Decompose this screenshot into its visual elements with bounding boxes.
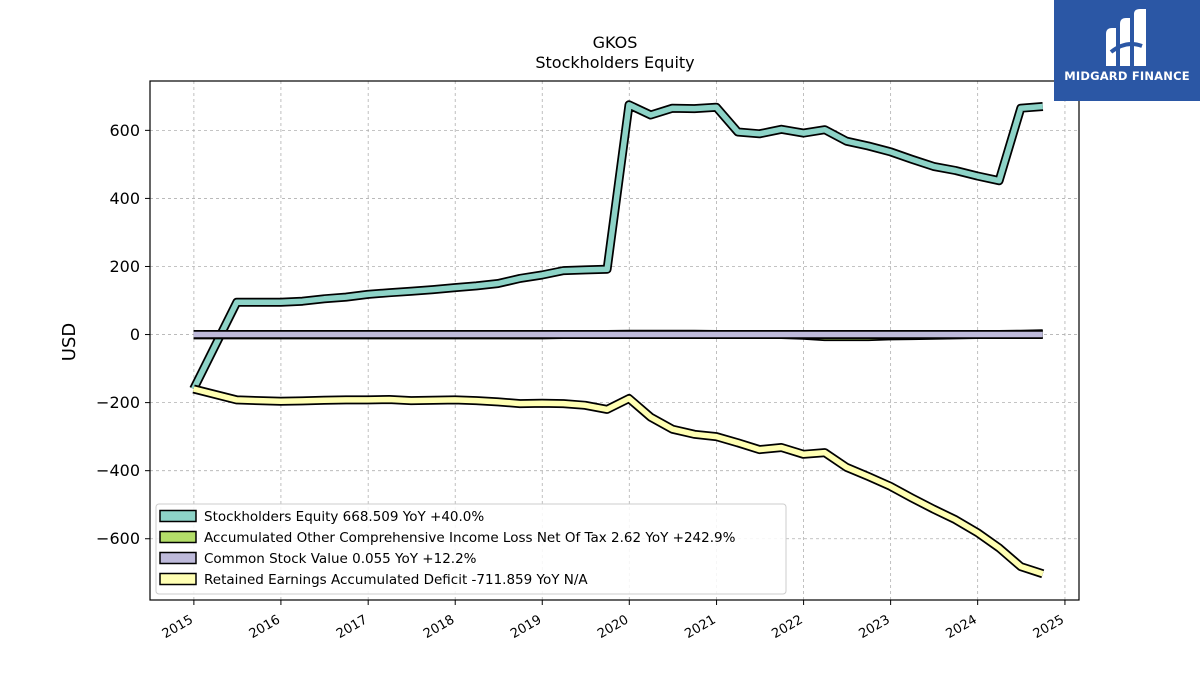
y-tick-label: 400 [109, 189, 140, 208]
x-tick-label: 2021 [682, 612, 718, 642]
x-tick-label: 2023 [856, 612, 892, 642]
legend-swatch-retained-earnings [159, 572, 197, 586]
y-axis-label: USD [59, 323, 80, 361]
x-tick-label: 2018 [421, 612, 457, 642]
legend-swatch-common-stock-value [159, 551, 197, 565]
plot-frame [149, 80, 1080, 601]
legend-label-retained-earnings: Retained Earnings Accumulated Deficit -7… [204, 572, 588, 588]
x-tick-label: 2017 [334, 612, 370, 642]
x-tick-label: 2020 [595, 612, 631, 642]
retained-earnings-line [192, 386, 1044, 577]
series-layer [189, 100, 1045, 579]
x-tick-label: 2015 [160, 612, 196, 642]
legend-swatch-stockholders-equity [159, 509, 197, 523]
x-tick-label: 2022 [769, 612, 805, 642]
midgard-finance-logo: MIDGARD FINANCE [1054, 0, 1200, 101]
stockholders-equity-line [191, 102, 1044, 391]
x-axis: 2015 2016 2017 2018 2019 2020 2021 2022 2023 2024… [160, 600, 1067, 642]
y-tick-label: 200 [109, 257, 140, 276]
chart-title: GKOS [593, 33, 638, 52]
y-tick-label: 0 [130, 325, 140, 344]
logo-mark-icon [1106, 9, 1146, 66]
y-tick-label: −200 [96, 393, 140, 412]
legend: Stockholders Equity 668.509 YoY +40.0% Ac… [155, 503, 787, 595]
y-tick-label: 600 [109, 121, 140, 140]
stockholders-equity-line-outline [189, 100, 1044, 392]
chart-subtitle: Stockholders Equity [535, 53, 694, 72]
logo-text: MIDGARD FINANCE [1064, 69, 1190, 83]
legend-label-aoci: Accumulated Other Comprehensive Income L… [204, 530, 736, 546]
legend-label-stockholders-equity: Stockholders Equity 668.509 YoY +40.0% [204, 509, 484, 525]
y-axis: 600 400 200 0 −200 −400 −600 [96, 121, 150, 548]
y-tick-label: −600 [96, 529, 140, 548]
legend-label-common-stock-value: Common Stock Value 0.055 YoY +12.2% [204, 551, 477, 567]
x-tick-label: 2019 [508, 612, 544, 642]
x-tick-label: 2016 [247, 612, 283, 642]
legend-box [155, 503, 787, 595]
x-tick-label: 2024 [943, 612, 979, 642]
x-tick-label: 2025 [1031, 612, 1067, 642]
y-tick-label: −400 [96, 461, 140, 480]
legend-swatch-aoci [159, 530, 197, 544]
